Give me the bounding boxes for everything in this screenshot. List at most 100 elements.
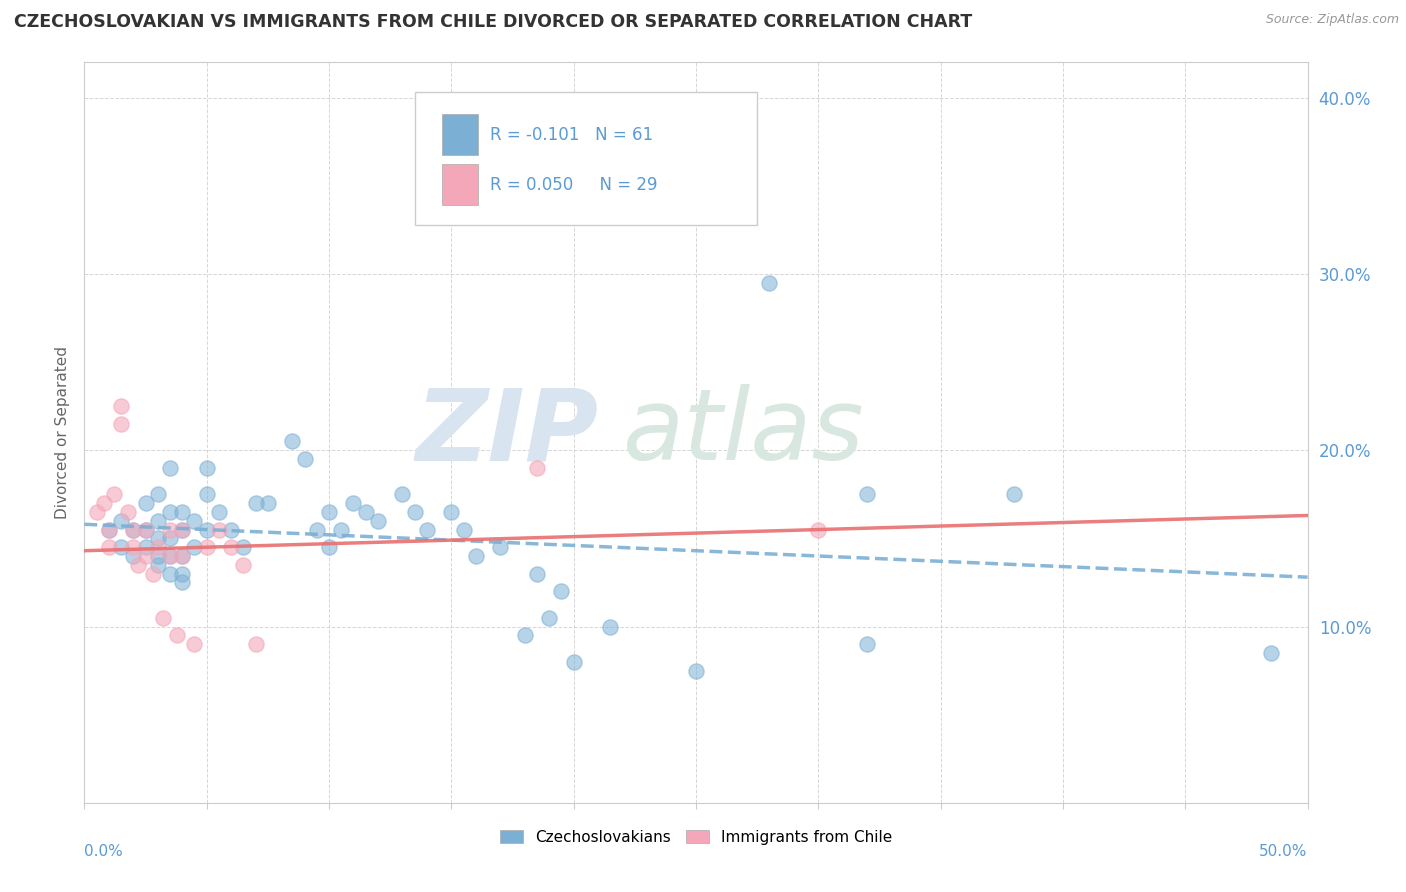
Point xyxy=(110,417,132,431)
Point xyxy=(391,487,413,501)
Point xyxy=(135,496,157,510)
Point xyxy=(172,523,194,537)
Point xyxy=(367,514,389,528)
Point xyxy=(159,505,181,519)
Point xyxy=(281,434,304,449)
Point xyxy=(127,558,149,572)
Point xyxy=(110,399,132,413)
Point xyxy=(146,532,169,546)
Point xyxy=(219,540,242,554)
Point xyxy=(232,558,254,572)
Point xyxy=(318,505,340,519)
Point xyxy=(135,540,157,554)
Point xyxy=(232,540,254,554)
Point xyxy=(122,523,145,537)
Point xyxy=(416,523,439,537)
Point xyxy=(172,523,194,537)
Point xyxy=(599,619,621,633)
Point xyxy=(489,540,512,554)
Text: 0.0%: 0.0% xyxy=(84,844,124,858)
Point xyxy=(1260,646,1282,660)
Point xyxy=(159,566,181,581)
Point xyxy=(245,496,267,510)
Point xyxy=(172,549,194,563)
Point xyxy=(1002,487,1025,501)
Point xyxy=(183,514,205,528)
Point xyxy=(103,487,125,501)
Point xyxy=(195,487,218,501)
Point xyxy=(183,540,205,554)
FancyBboxPatch shape xyxy=(441,164,478,204)
Point xyxy=(152,610,174,624)
Point xyxy=(856,487,879,501)
Point xyxy=(93,496,115,510)
Point xyxy=(318,540,340,554)
Point xyxy=(758,276,780,290)
Point xyxy=(219,523,242,537)
Point xyxy=(172,549,194,563)
Point xyxy=(183,637,205,651)
Legend: Czechoslovakians, Immigrants from Chile: Czechoslovakians, Immigrants from Chile xyxy=(494,823,898,851)
Point xyxy=(330,523,353,537)
Point xyxy=(122,540,145,554)
FancyBboxPatch shape xyxy=(415,92,758,226)
Point xyxy=(172,566,194,581)
Point xyxy=(146,558,169,572)
Text: CZECHOSLOVAKIAN VS IMMIGRANTS FROM CHILE DIVORCED OR SEPARATED CORRELATION CHART: CZECHOSLOVAKIAN VS IMMIGRANTS FROM CHILE… xyxy=(14,13,973,31)
Point xyxy=(146,487,169,501)
Point xyxy=(208,523,231,537)
Point xyxy=(195,523,218,537)
Point xyxy=(464,549,486,563)
FancyBboxPatch shape xyxy=(441,114,478,155)
Point xyxy=(538,610,561,624)
Point xyxy=(172,505,194,519)
Point xyxy=(404,505,426,519)
Point xyxy=(117,505,139,519)
Point xyxy=(159,523,181,537)
Point xyxy=(208,505,231,519)
Point xyxy=(86,505,108,519)
Point xyxy=(245,637,267,651)
Point xyxy=(550,584,572,599)
Text: ZIP: ZIP xyxy=(415,384,598,481)
Point xyxy=(172,575,194,590)
Text: R = 0.050     N = 29: R = 0.050 N = 29 xyxy=(491,176,658,194)
Point xyxy=(453,523,475,537)
Point xyxy=(166,628,188,642)
Point xyxy=(97,540,120,554)
Point xyxy=(97,523,120,537)
Point xyxy=(97,523,120,537)
Point xyxy=(294,452,316,467)
Point xyxy=(146,549,169,563)
Point xyxy=(135,523,157,537)
Point xyxy=(159,532,181,546)
Point xyxy=(562,655,585,669)
Text: Source: ZipAtlas.com: Source: ZipAtlas.com xyxy=(1265,13,1399,27)
Point xyxy=(526,461,548,475)
Point xyxy=(526,566,548,581)
Point xyxy=(342,496,364,510)
Y-axis label: Divorced or Separated: Divorced or Separated xyxy=(55,346,70,519)
Point xyxy=(146,540,169,554)
Point xyxy=(305,523,328,537)
Point xyxy=(110,514,132,528)
Point xyxy=(354,505,377,519)
Point xyxy=(440,505,463,519)
Point xyxy=(135,523,157,537)
Point xyxy=(856,637,879,651)
Point xyxy=(195,540,218,554)
Point xyxy=(195,461,218,475)
Point xyxy=(142,566,165,581)
Point xyxy=(110,540,132,554)
Point xyxy=(159,549,181,563)
Point xyxy=(159,461,181,475)
Point xyxy=(257,496,280,510)
Point xyxy=(807,523,830,537)
Point xyxy=(122,549,145,563)
Point xyxy=(146,514,169,528)
Point xyxy=(513,628,536,642)
Text: 50.0%: 50.0% xyxy=(1260,844,1308,858)
Text: R = -0.101   N = 61: R = -0.101 N = 61 xyxy=(491,126,654,144)
Point xyxy=(122,523,145,537)
Point xyxy=(685,664,707,678)
